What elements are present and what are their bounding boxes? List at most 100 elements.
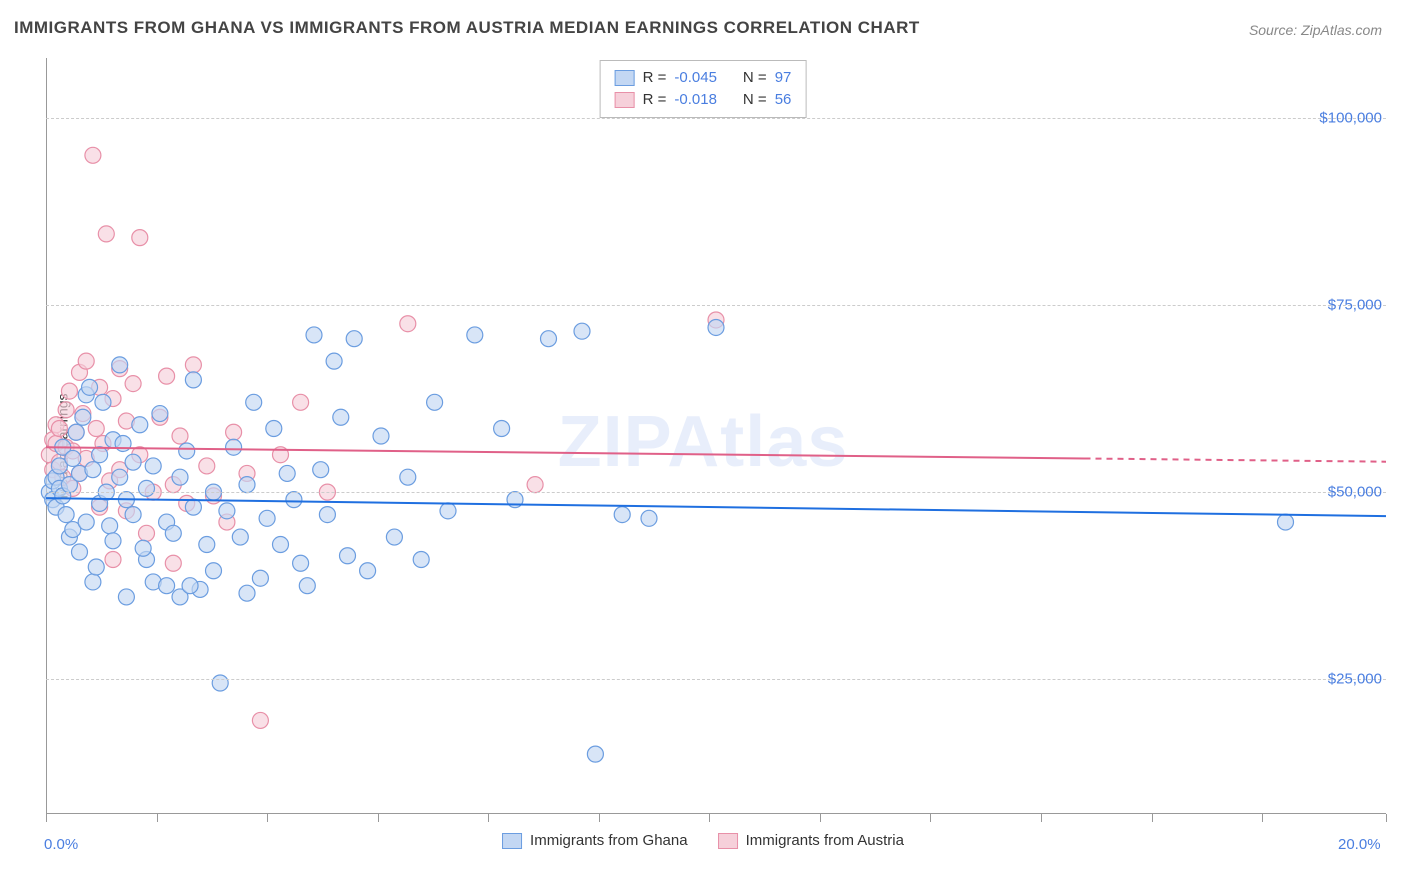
n-label: N = <box>743 89 767 111</box>
scatter-point <box>239 477 255 493</box>
scatter-point <box>400 316 416 332</box>
scatter-point <box>159 368 175 384</box>
scatter-point <box>92 447 108 463</box>
scatter-point <box>641 510 657 526</box>
n-label: N = <box>743 67 767 89</box>
xtick <box>930 814 931 822</box>
xtick <box>1386 814 1387 822</box>
gridline-h <box>46 492 1386 493</box>
ytick-label: $25,000 <box>1328 671 1382 688</box>
scatter-point <box>182 578 198 594</box>
scatter-point <box>139 480 155 496</box>
scatter-point <box>252 570 268 586</box>
scatter-point <box>306 327 322 343</box>
xtick-label: 0.0% <box>44 836 78 853</box>
swatch-ghana <box>502 833 522 849</box>
scatter-point <box>413 552 429 568</box>
scatter-point <box>239 585 255 601</box>
scatter-point <box>78 514 94 530</box>
scatter-point <box>293 555 309 571</box>
scatter-point <box>206 563 222 579</box>
scatter-point <box>65 450 81 466</box>
xtick <box>267 814 268 822</box>
trend-line <box>46 447 1085 458</box>
xtick <box>1041 814 1042 822</box>
xtick <box>378 814 379 822</box>
scatter-point <box>145 458 161 474</box>
scatter-point <box>132 417 148 433</box>
scatter-point <box>226 424 242 440</box>
scatter-point <box>373 428 389 444</box>
scatter-point <box>72 544 88 560</box>
scatter-point <box>135 540 151 556</box>
xtick <box>1152 814 1153 822</box>
n-value-austria: 56 <box>775 89 792 111</box>
r-value-ghana: -0.045 <box>674 67 717 89</box>
xtick <box>46 814 47 822</box>
scatter-point <box>360 563 376 579</box>
scatter-point <box>165 555 181 571</box>
chart-title: IMMIGRANTS FROM GHANA VS IMMIGRANTS FROM… <box>14 18 920 38</box>
scatter-point <box>541 331 557 347</box>
scatter-point <box>386 529 402 545</box>
scatter-point <box>185 372 201 388</box>
scatter-point <box>179 443 195 459</box>
scatter-point <box>259 510 275 526</box>
xtick <box>1262 814 1263 822</box>
ytick-label: $100,000 <box>1319 109 1382 126</box>
scatter-point <box>88 421 104 437</box>
scatter-point <box>199 458 215 474</box>
scatter-point <box>51 421 67 437</box>
ytick-label: $50,000 <box>1328 484 1382 501</box>
scatter-point <box>286 492 302 508</box>
scatter-point <box>95 394 111 410</box>
legend-item-austria: Immigrants from Austria <box>718 832 904 849</box>
scatter-point <box>299 578 315 594</box>
scatter-point <box>614 507 630 523</box>
xtick <box>709 814 710 822</box>
n-value-ghana: 97 <box>775 67 792 89</box>
scatter-point <box>82 379 98 395</box>
scatter-point <box>125 376 141 392</box>
source-label: Source: ZipAtlas.com <box>1249 22 1382 38</box>
r-label: R = <box>643 67 667 89</box>
xtick-label: 20.0% <box>1338 836 1381 853</box>
legend-bottom: Immigrants from Ghana Immigrants from Au… <box>502 832 904 849</box>
scatter-point <box>199 537 215 553</box>
stats-row-austria: R = -0.018 N = 56 <box>615 89 792 111</box>
legend-label-austria: Immigrants from Austria <box>746 832 904 849</box>
scatter-point <box>232 529 248 545</box>
scatter-point <box>346 331 362 347</box>
scatter-point <box>118 589 134 605</box>
scatter-point <box>85 462 101 478</box>
ytick-label: $75,000 <box>1328 297 1382 314</box>
xtick <box>599 814 600 822</box>
scatter-point <box>68 424 84 440</box>
scatter-point <box>78 353 94 369</box>
scatter-point <box>1278 514 1294 530</box>
scatter-point <box>152 406 168 422</box>
scatter-point <box>494 421 510 437</box>
scatter-point <box>587 746 603 762</box>
scatter-point <box>112 357 128 373</box>
chart-svg <box>46 58 1386 814</box>
scatter-point <box>333 409 349 425</box>
scatter-point <box>172 469 188 485</box>
swatch-ghana <box>615 70 635 86</box>
scatter-point <box>252 712 268 728</box>
gridline-h <box>46 118 1386 119</box>
scatter-point <box>427 394 443 410</box>
trend-line <box>46 498 1386 516</box>
scatter-point <box>266 421 282 437</box>
scatter-point <box>112 469 128 485</box>
scatter-point <box>102 518 118 534</box>
trend-line-dashed <box>1085 458 1387 461</box>
stats-legend: R = -0.045 N = 97 R = -0.018 N = 56 <box>600 60 807 118</box>
r-label: R = <box>643 89 667 111</box>
scatter-point <box>440 503 456 519</box>
scatter-point <box>85 147 101 163</box>
scatter-point <box>139 525 155 541</box>
scatter-point <box>319 507 335 523</box>
scatter-point <box>61 383 77 399</box>
scatter-point <box>98 226 114 242</box>
